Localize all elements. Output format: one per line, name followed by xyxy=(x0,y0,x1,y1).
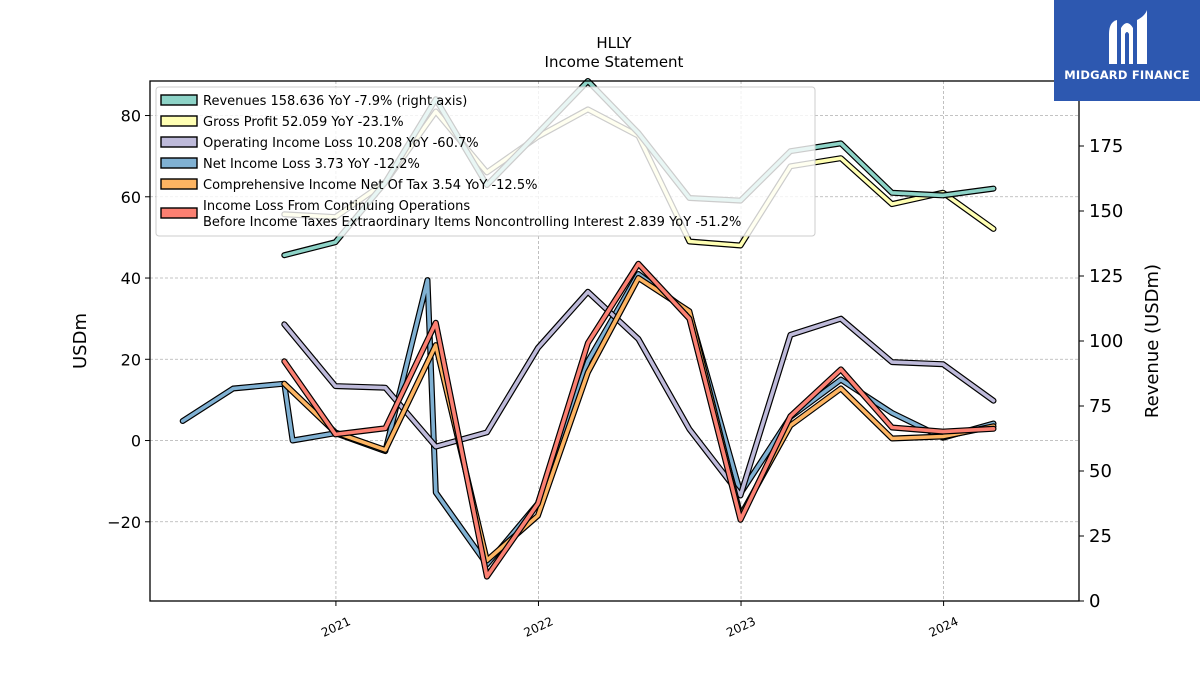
brand-logo: MIDGARD FINANCE xyxy=(1054,0,1200,101)
legend-item: Net Income Loss 3.73 YoY -12.2% xyxy=(160,157,420,172)
legend-item: Comprehensive Income Net Of Tax 3.54 YoY… xyxy=(160,178,537,193)
left-tick-label: 80 xyxy=(121,107,141,126)
axes: −20 0 20 40 60 80 0 25 50 75 100 125 150 175 2021 2022 2… xyxy=(107,107,1123,640)
legend-swatch xyxy=(160,115,198,127)
legend-swatch xyxy=(160,207,198,219)
legend-label: Net Income Loss 3.73 YoY -12.2% xyxy=(203,157,420,172)
midgard-m-logo-icon xyxy=(1109,10,1147,64)
legend-swatch xyxy=(160,157,198,169)
y-axis-left-label: USDm xyxy=(70,313,91,369)
series-comprehensive-income-net-of-tax xyxy=(281,275,997,564)
y-axis-right-label: Revenue (USDm) xyxy=(1142,264,1163,418)
series-line xyxy=(282,261,996,579)
x-tick-label: 2024 xyxy=(927,614,961,640)
brand-name: MIDGARD FINANCE xyxy=(1064,68,1190,82)
legend-item: Operating Income Loss 10.208 YoY -60.7% xyxy=(160,136,479,151)
right-tick-label: 100 xyxy=(1089,331,1123,352)
x-tick-label: 2022 xyxy=(522,614,556,640)
x-tick-label: 2023 xyxy=(724,614,758,640)
chart-title: HLLY xyxy=(596,34,632,52)
legend-item: Income Loss From Continuing Operations Be… xyxy=(160,199,741,230)
left-tick-label: 40 xyxy=(121,269,141,288)
legend: Revenues 158.636 YoY -7.9% (right axis) G… xyxy=(155,86,816,237)
left-tick-label: 20 xyxy=(121,350,141,369)
right-tick-label: 50 xyxy=(1089,461,1112,482)
series-line xyxy=(282,276,996,563)
chart-subtitle: Income Statement xyxy=(545,53,684,71)
left-tick-label: 0 xyxy=(131,432,141,451)
right-tick-label: 175 xyxy=(1089,136,1123,157)
legend-item: Gross Profit 52.059 YoY -23.1% xyxy=(160,115,404,130)
right-tick-label: 0 xyxy=(1089,591,1100,612)
legend-swatch xyxy=(160,136,198,148)
legend-label: Gross Profit 52.059 YoY -23.1% xyxy=(203,115,404,130)
legend-swatch xyxy=(160,178,198,190)
right-tick-label: 125 xyxy=(1089,266,1123,287)
legend-label: Revenues 158.636 YoY -7.9% (right axis) xyxy=(203,94,467,109)
right-tick-label: 75 xyxy=(1089,396,1112,417)
legend-label: Operating Income Loss 10.208 YoY -60.7% xyxy=(203,136,479,151)
legend-item: Revenues 158.636 YoY -7.9% (right axis) xyxy=(160,94,467,109)
series-income-loss-from-continuing-operations-b xyxy=(281,260,997,580)
legend-label: Income Loss From Continuing Operations Be… xyxy=(203,199,741,230)
x-tick-label: 2021 xyxy=(319,614,353,640)
series-operating-income-loss xyxy=(281,288,997,499)
right-tick-label: 25 xyxy=(1089,526,1112,547)
legend-label: Comprehensive Income Net Of Tax 3.54 YoY… xyxy=(203,178,537,193)
legend-box xyxy=(155,86,816,237)
left-tick-label: 60 xyxy=(121,188,141,207)
right-tick-label: 150 xyxy=(1089,201,1123,222)
legend-swatch xyxy=(160,94,198,106)
series-line xyxy=(282,289,996,498)
left-tick-label: −20 xyxy=(107,513,141,532)
